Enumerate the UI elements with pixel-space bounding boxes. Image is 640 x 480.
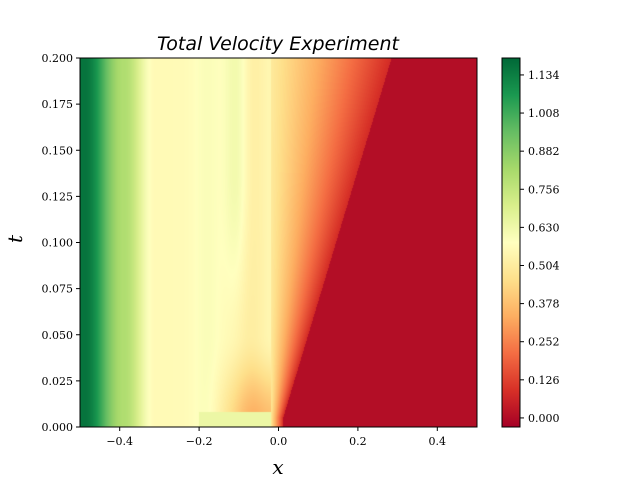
x-tick-label: 0.4	[429, 435, 447, 448]
colorbar-tick-label: 0.504	[528, 259, 560, 272]
y-tick-label: 0.100	[42, 237, 74, 250]
x-axis: −0.4 −0.2 0.0 0.2 0.4	[106, 427, 446, 448]
y-tick-label: 0.200	[42, 52, 74, 65]
y-axis: 0.000 0.025 0.050 0.075 0.100 0.125 0.150 0.175…	[42, 52, 80, 434]
colorbar-tick-label: 0.252	[528, 336, 560, 349]
chart-title: Total Velocity Experiment	[157, 33, 401, 55]
colorbar-tick-label: 1.008	[528, 107, 560, 120]
colorbar-tick-label: 0.882	[528, 145, 560, 158]
y-tick-label: 0.025	[42, 375, 74, 388]
x-tick-label: 0.0	[270, 435, 288, 448]
colorbar-tick-label: 0.000	[528, 412, 560, 425]
x-tick-label: −0.2	[186, 435, 213, 448]
colorbar-tick-label: 1.134	[528, 69, 560, 82]
y-tick-label: 0.125	[42, 190, 74, 203]
colorbar-axis: 0.000 0.126 0.252 0.378 0.504 0.630 0.756 0.882…	[520, 69, 560, 425]
y-tick-label: 0.000	[42, 421, 74, 434]
colorbar-gradient	[501, 57, 521, 428]
colorbar-tick-label: 0.378	[528, 298, 560, 311]
y-tick-label: 0.175	[42, 98, 74, 111]
colorbar: 0.000 0.126 0.252 0.378 0.504 0.630 0.756 0.882…	[501, 57, 560, 428]
x-axis-label: x	[272, 455, 283, 479]
colorbar-tick-label: 0.126	[528, 374, 560, 387]
y-tick-label: 0.075	[42, 283, 74, 296]
x-tick-label: 0.2	[349, 435, 367, 448]
plot-area	[79, 57, 478, 428]
y-axis-label: t	[3, 234, 27, 243]
colorbar-tick-label: 0.756	[528, 183, 560, 196]
y-tick-label: 0.150	[42, 144, 74, 157]
y-tick-label: 0.050	[42, 329, 74, 342]
x-tick-label: −0.4	[106, 435, 133, 448]
colorbar-tick-label: 0.630	[528, 221, 560, 234]
heatmap-field	[80, 58, 477, 427]
